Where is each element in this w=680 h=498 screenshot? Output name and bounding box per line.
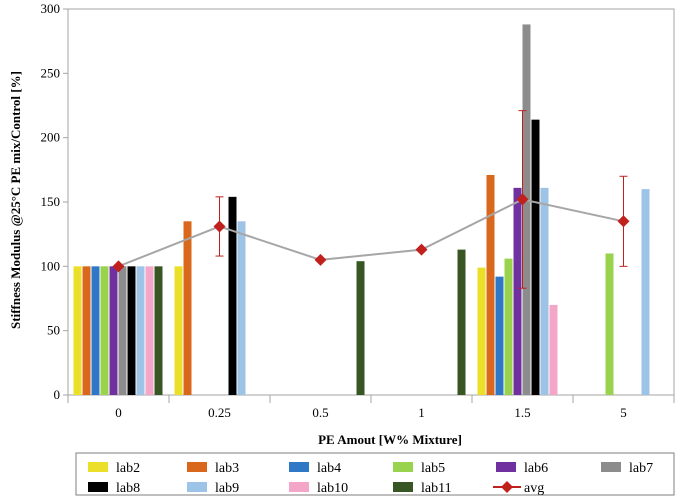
- legend-label-lab4: lab4: [317, 461, 341, 476]
- x-tick-label: 0.5: [312, 405, 328, 420]
- legend-label-lab2: lab2: [116, 461, 140, 476]
- bar-lab4: [91, 266, 100, 395]
- y-tick-label: 250: [41, 65, 61, 80]
- legend-swatch-lab8: [88, 482, 108, 492]
- bar-lab6: [109, 266, 118, 395]
- legend-label-lab3: lab3: [215, 461, 239, 476]
- bar-lab2: [73, 266, 82, 395]
- legend-box: [75, 452, 675, 496]
- legend-swatch-lab9: [187, 482, 207, 492]
- legend-label-lab10: lab10: [317, 481, 348, 496]
- legend-swatch-lab3: [187, 462, 207, 472]
- x-tick-label: 1: [418, 405, 425, 420]
- bar-lab10: [145, 266, 154, 395]
- bar-lab9: [540, 187, 549, 395]
- legend-swatch-lab6: [496, 462, 516, 472]
- y-tick-label: 50: [47, 323, 60, 338]
- bar-lab3: [486, 174, 495, 395]
- legend: lab2 lab3 lab4 lab5 lab6 lab7 lab8 lab9 lab10 lab…: [75, 452, 675, 496]
- y-axis-ticks: 0 50 100 150 200 250 300: [41, 1, 68, 402]
- legend-label-avg: avg: [524, 481, 544, 496]
- legend-label-lab11: lab11: [421, 481, 452, 496]
- bar-lab9: [136, 266, 145, 395]
- bar-lab11: [356, 261, 365, 395]
- bar-lab10: [549, 304, 558, 395]
- y-tick-label: 0: [54, 387, 61, 402]
- avg-marker: [213, 220, 226, 233]
- y-tick-label: 100: [41, 258, 61, 273]
- legend-swatch-lab5: [393, 462, 413, 472]
- legend-swatch-lab10: [289, 482, 309, 492]
- legend-swatch-lab7: [601, 462, 621, 472]
- legend-marker-avg: [501, 481, 513, 493]
- x-axis-ticks: 0 0.25 0.5 1 1.5 5: [115, 405, 627, 420]
- avg-marker: [314, 253, 327, 266]
- y-axis-title: Stiffness Modulus @25°C PE mix/Control […: [8, 71, 23, 329]
- bar-lab5: [504, 258, 513, 395]
- bar-lab3: [82, 266, 91, 395]
- legend-label-lab8: lab8: [116, 481, 140, 496]
- legend-label-lab5: lab5: [421, 461, 445, 476]
- legend-swatch-lab11: [393, 482, 413, 492]
- bar-lab9: [237, 221, 246, 395]
- bar-lab8: [228, 196, 237, 395]
- avg-line: [118, 198, 624, 268]
- bar-lab3: [183, 221, 192, 395]
- bar-lab11: [457, 249, 466, 395]
- bar-lab8: [127, 266, 136, 395]
- bar-lab11: [154, 266, 163, 395]
- bar-lab2: [174, 266, 183, 395]
- y-tick-label: 200: [41, 130, 61, 145]
- bar-lab2: [477, 267, 486, 395]
- legend-label-lab7: lab7: [629, 461, 653, 476]
- bar-lab8: [531, 119, 540, 396]
- y-tick-label: 150: [41, 194, 61, 209]
- bar-lab4: [495, 276, 504, 395]
- bar-lab9: [641, 189, 650, 395]
- legend-swatch-lab4: [289, 462, 309, 472]
- x-tick-label: 0.25: [208, 405, 231, 420]
- x-tick-label: 0: [115, 405, 122, 420]
- bar-lab7: [118, 266, 127, 395]
- legend-swatch-lab2: [88, 462, 108, 472]
- avg-marker: [516, 193, 529, 206]
- bar-lab6: [513, 187, 522, 395]
- bar-lab5: [605, 253, 614, 395]
- x-tick-label: 5: [620, 405, 627, 420]
- avg-series-group: [112, 110, 630, 289]
- avg-marker: [617, 215, 630, 228]
- x-tick-label: 1.5: [514, 405, 530, 420]
- bars-group: [73, 24, 650, 396]
- avg-marker: [112, 260, 125, 273]
- legend-label-lab9: lab9: [215, 481, 239, 496]
- legend-label-lab6: lab6: [524, 461, 548, 476]
- bar-lab7: [522, 24, 531, 395]
- avg-marker: [415, 243, 428, 256]
- x-axis-title: PE Amout [W% Mixture]: [318, 432, 462, 447]
- bar-lab5: [100, 266, 109, 395]
- y-tick-label: 300: [41, 1, 61, 16]
